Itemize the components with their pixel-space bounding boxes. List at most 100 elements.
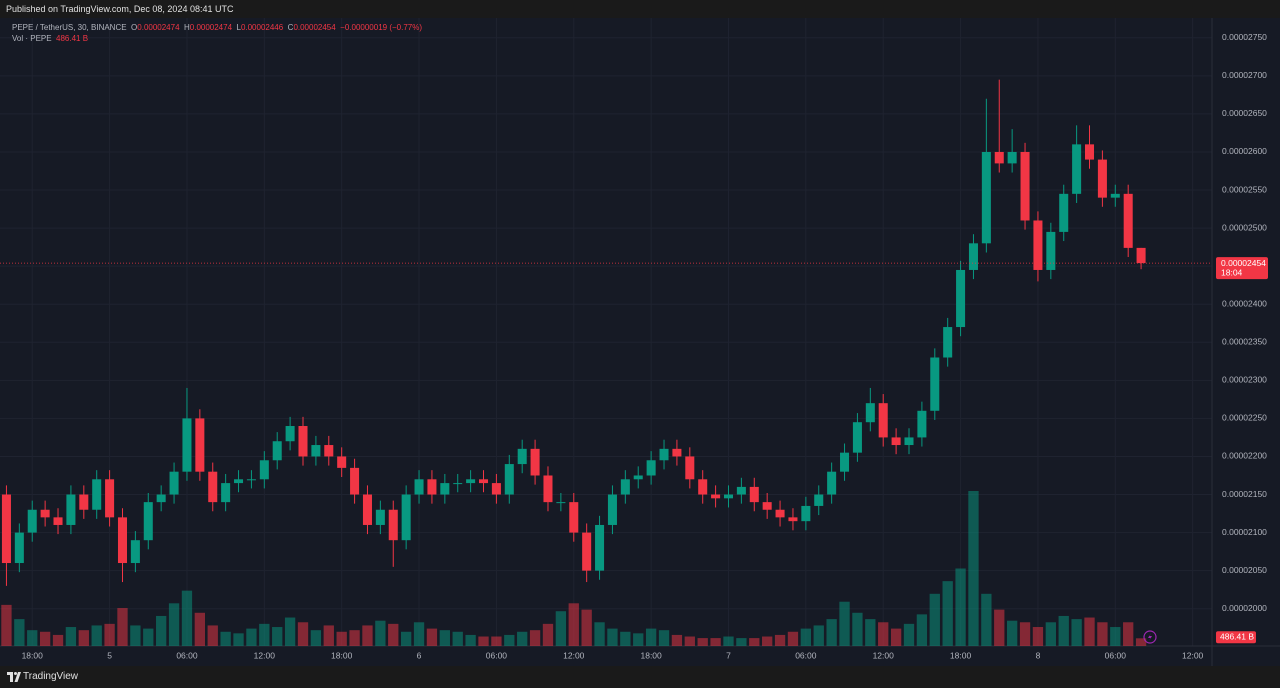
x-tick-label: 6 — [417, 650, 422, 660]
y-tick-label: 0.00002700 — [1222, 70, 1267, 80]
x-tick-label: 06:00 — [486, 650, 508, 660]
y-tick-label: 0.00002400 — [1222, 298, 1267, 308]
countdown: 18:04 — [1221, 267, 1243, 277]
last-price-box — [1216, 257, 1268, 280]
volume-bar — [723, 636, 734, 646]
volume-bar — [194, 612, 206, 646]
candle-body — [1, 494, 11, 564]
candle-body — [27, 509, 37, 533]
candle-body — [1059, 193, 1069, 232]
candle-body — [749, 486, 759, 503]
volume-bar — [620, 631, 631, 646]
volume-bar — [117, 608, 128, 646]
volume-bar — [465, 634, 476, 646]
candle-body — [53, 517, 63, 525]
candle-body — [92, 479, 102, 510]
volume-value: 486.41 B — [56, 34, 89, 43]
volume-bar — [1019, 622, 1031, 646]
candle-body — [466, 479, 476, 484]
last-price-label: 0.00002454 — [1221, 258, 1266, 268]
volume-bar — [529, 630, 541, 646]
y-tick-label: 0.00002300 — [1222, 375, 1267, 385]
ohlc-letter: O — [131, 23, 138, 32]
footer: TradingView — [0, 666, 1280, 688]
candle-body — [246, 479, 256, 481]
candle-body — [672, 448, 682, 457]
volume-bar — [658, 630, 670, 646]
volume-bar — [1110, 627, 1121, 646]
candle-body — [943, 327, 953, 358]
y-tick-label: 0.00002100 — [1222, 527, 1267, 537]
candle-body — [79, 494, 89, 510]
published-bar: Published on TradingView.com, Dec 08, 20… — [0, 0, 1280, 18]
candle-body — [827, 471, 837, 495]
candle-body — [298, 426, 308, 457]
x-tick-label: 18:00 — [331, 650, 353, 660]
volume-name: Vol · PEPE — [12, 34, 52, 43]
volume-bar — [684, 636, 695, 646]
volume-bar — [1084, 617, 1095, 646]
candle-body — [646, 460, 656, 476]
volume-bar — [14, 619, 25, 646]
candle-body — [775, 509, 785, 518]
y-tick-label: 0.00002200 — [1222, 451, 1267, 461]
volume-bar — [143, 628, 154, 646]
volume-bar — [981, 593, 992, 646]
volume-label: 486.41 B — [1220, 632, 1254, 642]
candle-body — [814, 494, 824, 506]
volume-bar — [1123, 622, 1134, 646]
volume-bar — [697, 638, 708, 646]
volume-bar — [104, 623, 115, 646]
volume-bar — [310, 630, 322, 646]
volume-bar — [1071, 619, 1082, 646]
x-tick-label: 12:00 — [1182, 650, 1204, 660]
candle-body — [788, 517, 798, 522]
volume-bar — [839, 601, 850, 646]
high-value: 0.00002474 — [189, 23, 233, 32]
candle-body — [517, 448, 527, 465]
volume-bar — [297, 622, 309, 646]
volume-bar — [1045, 622, 1056, 646]
volume-bar — [413, 622, 425, 646]
volume-bar — [478, 636, 489, 646]
candle-body — [891, 437, 901, 446]
volume-bar — [1097, 622, 1108, 646]
candle-body — [491, 483, 501, 495]
x-tick-label: 7 — [726, 650, 731, 660]
candle-body — [195, 418, 205, 472]
symbol: PEPE / TetherUS, 30, BINANCE — [12, 23, 127, 32]
volume-bar — [284, 617, 296, 646]
x-tick-label: 8 — [1036, 650, 1041, 660]
candle-body — [169, 471, 179, 495]
x-tick-label: 12:00 — [873, 650, 895, 660]
volume-bar — [362, 625, 373, 646]
candle-body — [1136, 247, 1146, 264]
volume-bar — [1, 604, 12, 646]
volume-bar — [542, 623, 554, 646]
candle-body — [117, 517, 128, 564]
candle-body — [762, 502, 772, 510]
x-tick-label: 12:00 — [563, 650, 585, 660]
volume-bar — [800, 628, 812, 646]
candle-body — [981, 151, 991, 244]
volume-bar — [1058, 615, 1069, 646]
volume-bar — [504, 634, 515, 646]
candle-body — [272, 441, 282, 461]
y-tick-label: 0.00002750 — [1222, 32, 1267, 42]
y-tick-label: 0.00002350 — [1222, 337, 1267, 347]
y-tick-label: 0.00002050 — [1222, 565, 1267, 575]
volume-bar — [452, 631, 463, 646]
candle-body — [595, 524, 605, 571]
candle-body — [221, 483, 231, 503]
volume-bar — [645, 628, 657, 646]
x-tick-label: 06:00 — [1105, 650, 1127, 660]
volume-bar — [749, 638, 760, 646]
volume-bar — [994, 609, 1005, 646]
candle-body — [968, 243, 978, 270]
volume-bar — [955, 568, 966, 646]
candle-body — [324, 445, 334, 457]
candle-body — [504, 464, 514, 495]
x-tick-label: 06:00 — [795, 650, 817, 660]
volume-bar — [233, 633, 244, 646]
